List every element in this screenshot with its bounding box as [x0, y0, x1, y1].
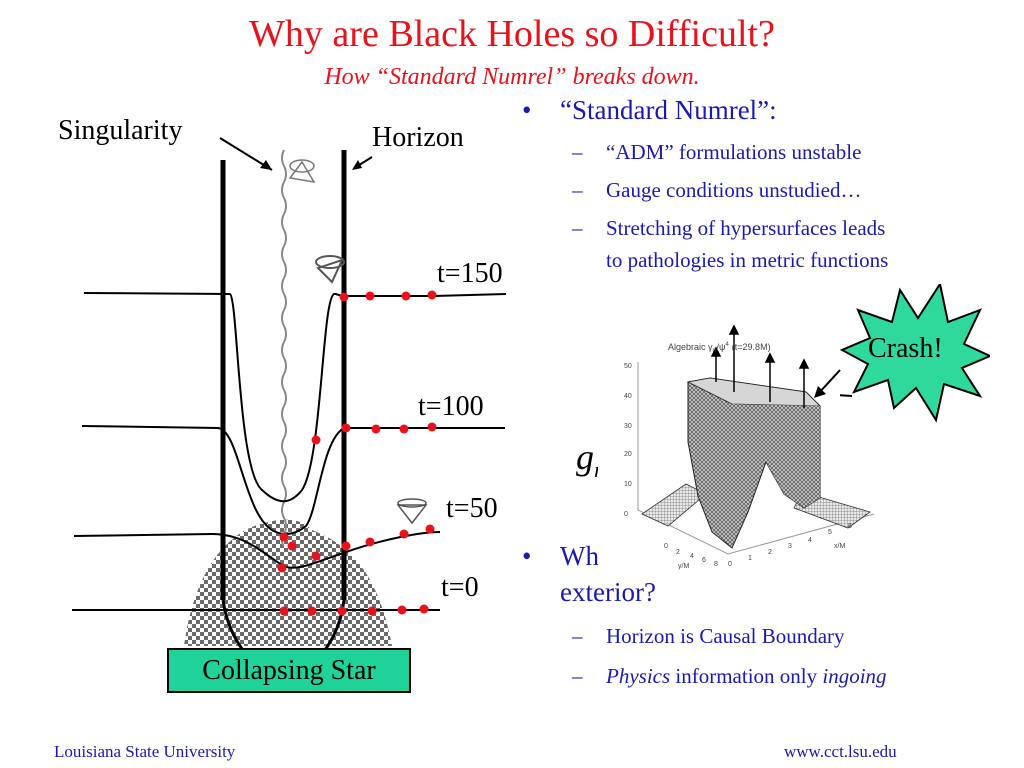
light-cone-top	[288, 160, 316, 184]
crash-pointer-arrow	[814, 369, 841, 398]
singularity-line	[281, 149, 287, 547]
svg-text:6: 6	[848, 523, 852, 530]
bullet-standard-numrel: • “Standard Numrel”:	[522, 95, 777, 125]
svg-text:3: 3	[788, 543, 792, 550]
slide-subtitle: How “Standard Numrel” breaks down.	[324, 64, 700, 90]
light-cone-50	[396, 504, 428, 525]
sub-bullet-physics-ingoing: – Physics information only ingoing	[572, 664, 887, 688]
footer-right: www.cct.lsu.edu	[784, 742, 897, 761]
bullet-list-exterior: • Why exterior? – Horizon is Causal Boundar…	[522, 538, 1012, 692]
svg-text:2: 2	[768, 549, 772, 556]
slice-dots-t100	[311, 422, 437, 445]
slide-title: Why are Black Holes so Difficult?	[249, 13, 775, 55]
time-label-t100: t=100	[418, 391, 484, 422]
svg-text:30: 30	[624, 423, 632, 430]
collapsing-star-label: Collapsing Star	[167, 648, 411, 693]
horizon-label: Horizon	[372, 122, 464, 153]
svg-text:0: 0	[664, 543, 668, 550]
time-label-t50: t=50	[446, 493, 498, 524]
sub-bullet-adm: – “ADM” formulations unstable	[572, 140, 862, 164]
plot-title: Algebraic γ	[668, 342, 713, 352]
svg-text:8: 8	[714, 561, 718, 568]
crash-callout	[840, 284, 990, 423]
bullet-list-standard-numrel: • “Standard Numrel”: – “ADM” formulations …	[522, 92, 1012, 276]
svg-text:4: 4	[690, 553, 694, 560]
time-label-t150: t=150	[437, 258, 503, 289]
singularity-label: Singularity	[58, 115, 183, 146]
svg-text:4: 4	[808, 537, 812, 544]
time-label-t0: t=0	[441, 572, 479, 603]
sub-bullet-causal-boundary: – Horizon is Causal Boundary	[572, 624, 845, 648]
svg-text:0: 0	[624, 511, 628, 518]
svg-text:50: 50	[624, 363, 632, 370]
svg-text:2: 2	[676, 549, 680, 556]
slice-t100	[81, 425, 505, 535]
svg-text:y/M: y/M	[678, 563, 689, 570]
slice-t150	[83, 292, 507, 503]
svg-text:Algebraic γrr/ψ4(t=29.8M): Algebraic γrr/ψ4 (t=29.8M)	[668, 342, 771, 354]
light-cone-150	[316, 258, 344, 284]
slice-dots-t50	[279, 524, 435, 561]
svg-text:6: 6	[702, 557, 706, 564]
crash-label: Crash!	[868, 333, 943, 364]
svg-text:40: 40	[624, 393, 632, 400]
svg-text:20: 20	[624, 451, 632, 458]
spacetime-diagram	[72, 137, 507, 682]
svg-text:5: 5	[828, 529, 832, 536]
svg-text:x/M: x/M	[834, 543, 845, 550]
crash-starburst	[840, 284, 990, 423]
sub-bullet-stretching: – Stretching of hypersurfaces leads to pat…	[572, 216, 889, 272]
svg-text:1: 1	[748, 555, 752, 562]
slice-dots-t0	[277, 563, 429, 616]
svg-text:10: 10	[624, 481, 632, 488]
surface-plot: Algebraic γrr/ψ4 (t=29.8M) 50 40 30 20 10…	[598, 322, 908, 582]
svg-text:0: 0	[728, 561, 732, 568]
slice-t50	[73, 531, 441, 569]
sub-bullet-gauge: – Gauge conditions unstudied…	[572, 178, 862, 202]
footer-left: Louisiana State University	[54, 742, 236, 761]
slice-dots-t150	[339, 290, 437, 302]
